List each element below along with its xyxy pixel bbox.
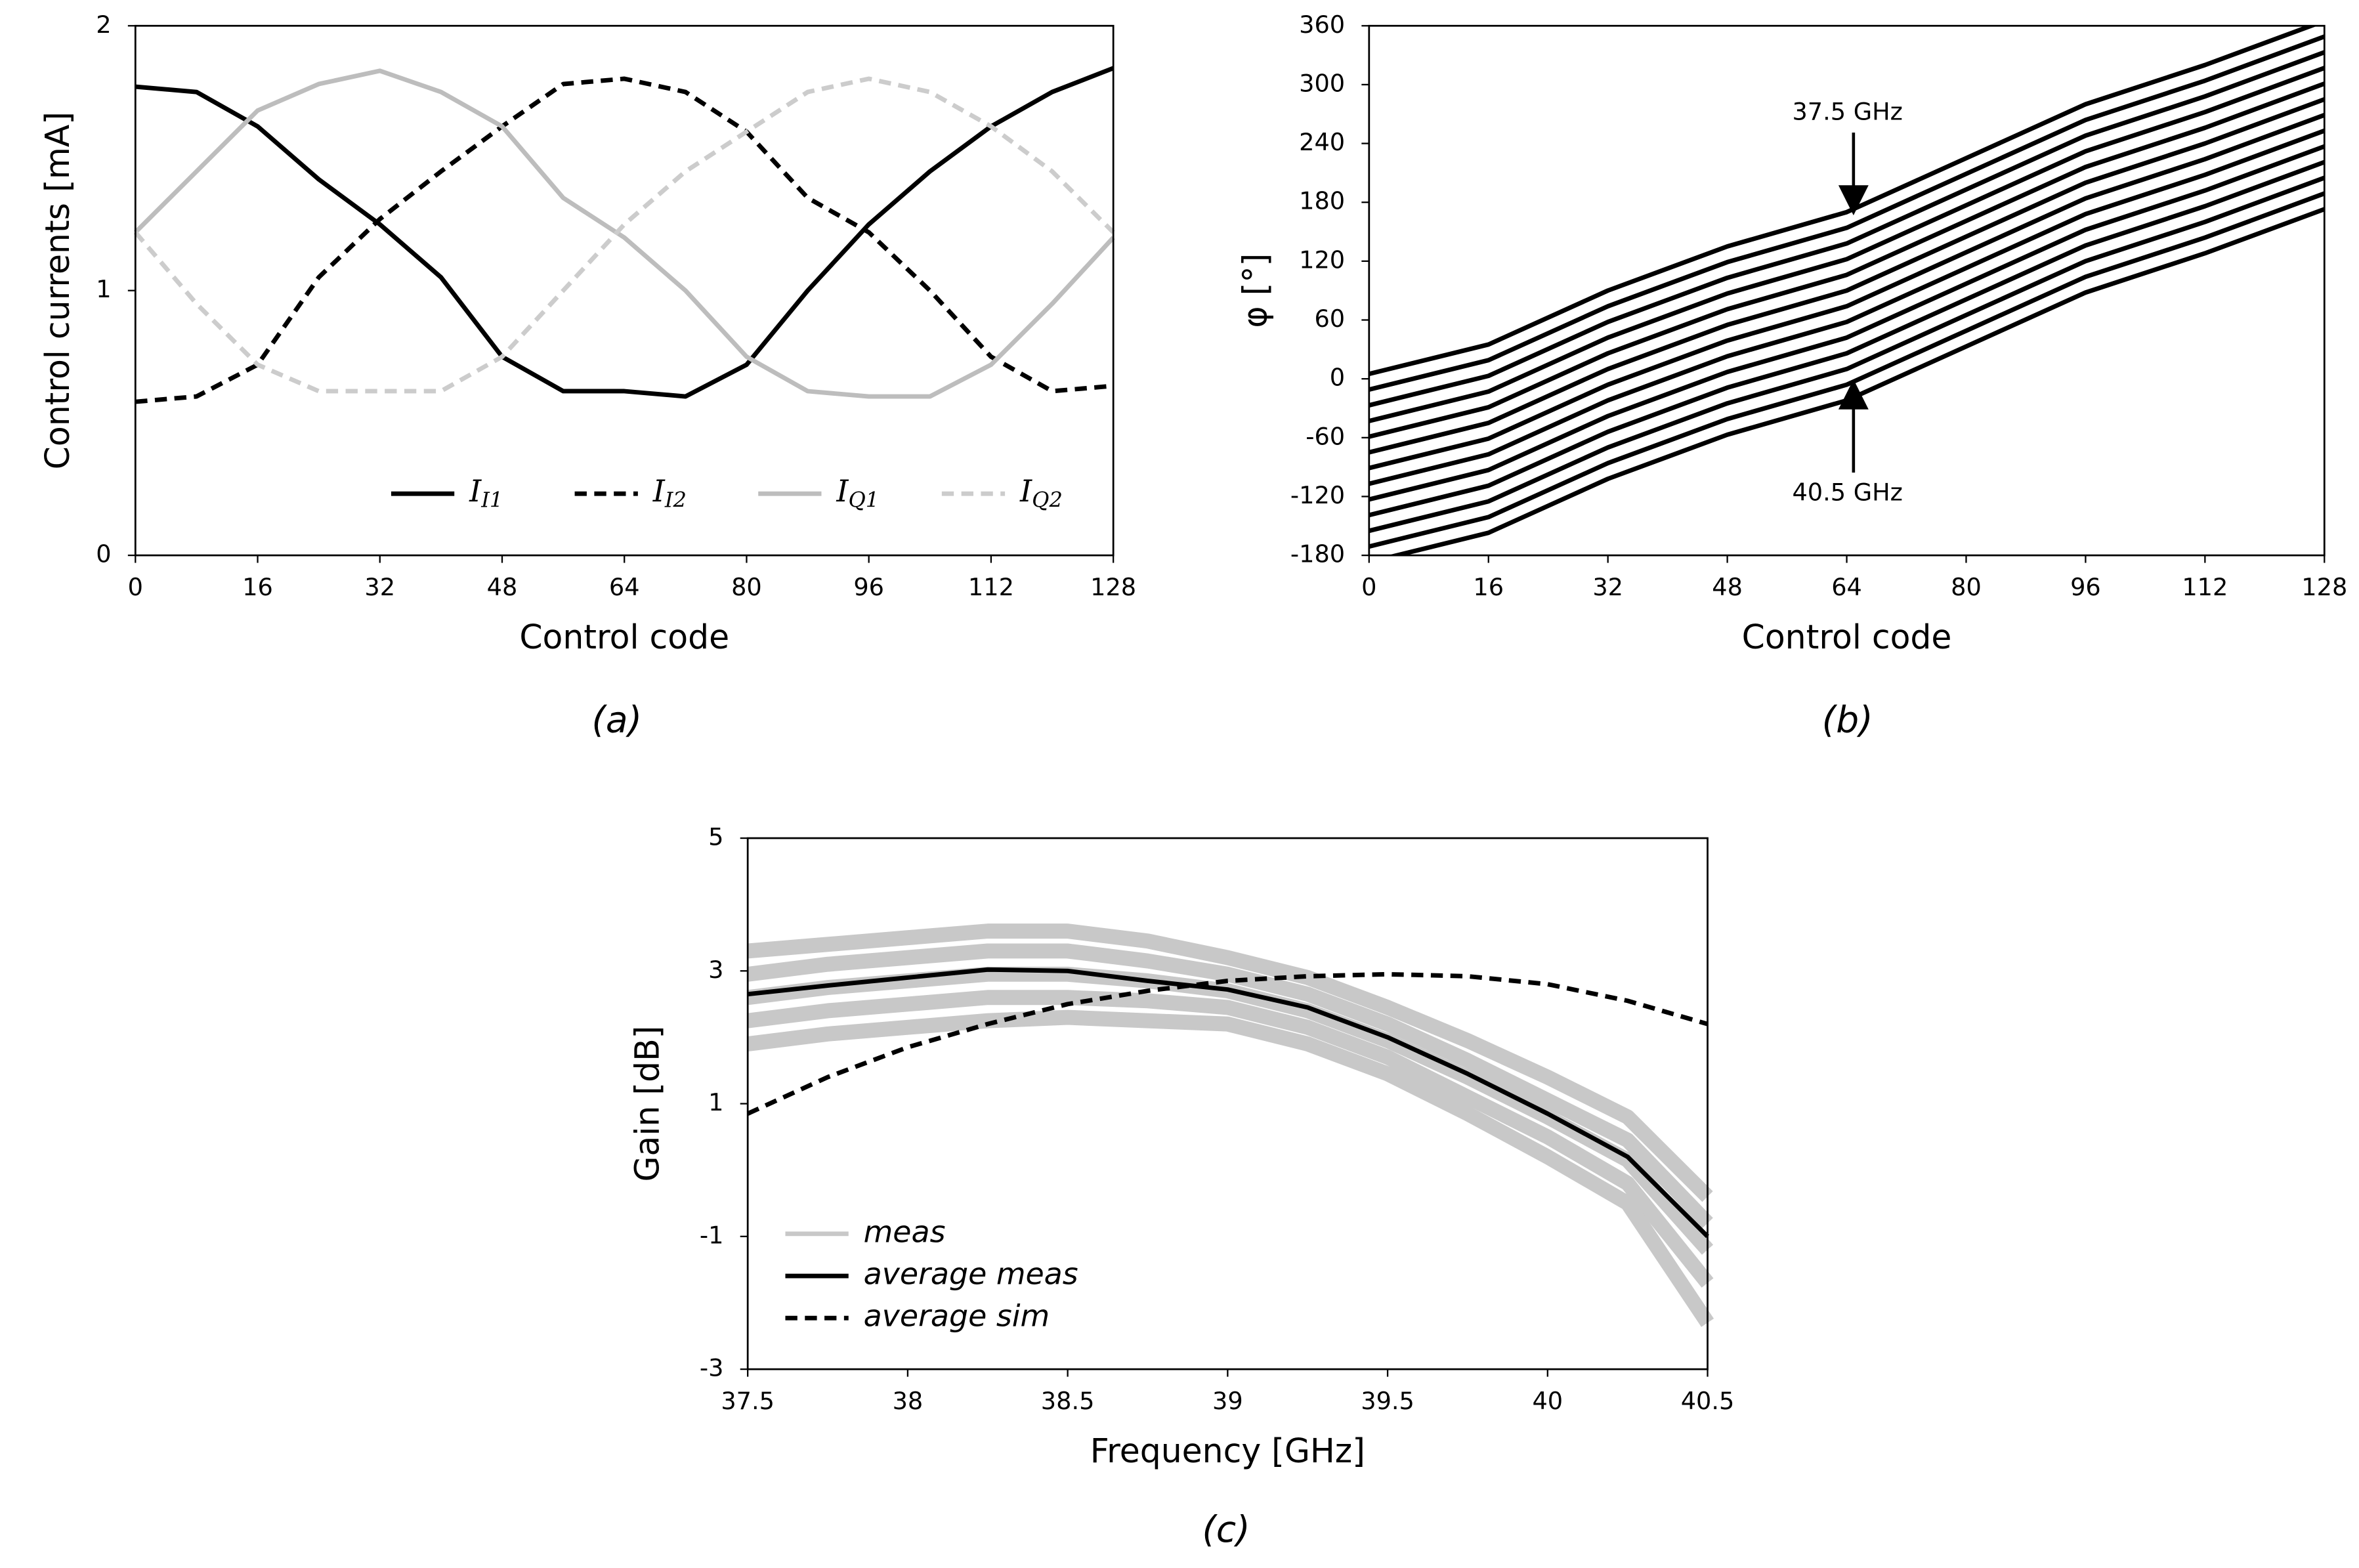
x-tick-label: 48 xyxy=(1712,573,1743,601)
data-line xyxy=(1369,97,2325,455)
y-tick-label: -180 xyxy=(1290,540,1345,568)
data-line xyxy=(1369,113,2325,471)
y-tick-label: 2 xyxy=(96,11,111,39)
data-line xyxy=(1369,50,2325,408)
x-tick-label: 37.5 xyxy=(721,1387,775,1415)
data-line xyxy=(135,76,1114,404)
legend-label: average meas xyxy=(864,1256,1078,1292)
x-tick-label: 16 xyxy=(242,573,273,601)
x-tick-label: 128 xyxy=(2301,573,2347,601)
data-line xyxy=(746,990,1714,1288)
legend-label: II1 xyxy=(469,473,503,512)
data-line xyxy=(746,943,1713,1229)
legend-label: average sim xyxy=(864,1298,1050,1334)
data-line xyxy=(747,967,1709,1239)
legend-label: IQ1 xyxy=(836,473,879,512)
data-line xyxy=(1369,128,2325,486)
y-axis-label: Gain [dB] xyxy=(628,1026,667,1182)
data-line xyxy=(133,76,1115,394)
y-tick-label: 360 xyxy=(1299,11,1345,39)
y-tick-label: 0 xyxy=(96,540,111,568)
y-tick-label: 180 xyxy=(1299,187,1345,215)
y-tick-label: 120 xyxy=(1299,245,1345,274)
data-line xyxy=(1369,81,2325,439)
caption: (a) xyxy=(591,699,642,741)
x-tick-label: 64 xyxy=(609,573,640,601)
y-tick-label: 0 xyxy=(1330,364,1345,392)
y-tick-label: 5 xyxy=(708,823,723,851)
y-tick-label: 1 xyxy=(708,1088,723,1116)
caption: (b) xyxy=(1822,699,1873,741)
x-tick-label: 96 xyxy=(2070,573,2101,601)
legend-label: II2 xyxy=(652,473,687,512)
y-axis-label: Control currents [mA] xyxy=(38,112,77,469)
data-line xyxy=(133,68,1115,399)
plot-frame xyxy=(1368,24,2326,557)
x-tick-label: 0 xyxy=(1361,573,1376,601)
data-line xyxy=(135,66,1115,399)
annotation: 40.5 GHz xyxy=(1792,478,1902,507)
x-tick-label: 32 xyxy=(1592,573,1623,601)
y-tick-label: 1 xyxy=(96,275,111,303)
x-tick-label: 96 xyxy=(853,573,884,601)
data-line xyxy=(1369,175,2325,534)
plot-area xyxy=(1369,26,2325,556)
y-tick-label: 3 xyxy=(708,956,723,984)
y-tick-label: 300 xyxy=(1299,69,1345,97)
y-tick-label: 240 xyxy=(1299,128,1345,156)
x-tick-label: 112 xyxy=(2182,573,2228,601)
x-tick-label: 39 xyxy=(1212,1387,1243,1415)
x-tick-label: 80 xyxy=(731,573,762,601)
plot-frame xyxy=(746,837,1709,1370)
y-tick-label: -1 xyxy=(700,1221,724,1249)
x-axis-label: Control code xyxy=(1742,618,1952,656)
plot-frame xyxy=(134,24,1115,557)
x-tick-label: 40.5 xyxy=(1681,1387,1735,1415)
data-line xyxy=(746,971,1709,1116)
y-tick-label: -60 xyxy=(1306,422,1345,450)
annotation: 37.5 GHz xyxy=(1792,98,1902,126)
data-line xyxy=(746,1009,1714,1327)
x-tick-label: 32 xyxy=(364,573,395,601)
x-tick-label: 40 xyxy=(1532,1387,1563,1415)
x-tick-label: 38 xyxy=(893,1387,924,1415)
y-tick-label: 60 xyxy=(1314,305,1345,333)
x-tick-label: 112 xyxy=(968,573,1014,601)
legend-label: IQ2 xyxy=(1019,473,1063,512)
data-line xyxy=(1369,66,2325,423)
data-line xyxy=(1369,159,2325,518)
plot-area xyxy=(746,923,1714,1327)
x-tick-label: 39.5 xyxy=(1361,1387,1414,1415)
plot-area xyxy=(133,66,1115,404)
x-tick-label: 38.5 xyxy=(1041,1387,1095,1415)
x-tick-label: 48 xyxy=(487,573,518,601)
x-tick-label: 16 xyxy=(1473,573,1504,601)
x-tick-label: 80 xyxy=(1951,573,1982,601)
x-tick-label: 64 xyxy=(1831,573,1862,601)
y-tick-label: -120 xyxy=(1290,481,1345,509)
caption: (c) xyxy=(1202,1508,1250,1550)
x-tick-label: 128 xyxy=(1090,573,1136,601)
data-line xyxy=(747,923,1713,1202)
x-axis-label: Control code xyxy=(519,618,729,656)
y-axis-label: φ [°] xyxy=(1236,253,1275,328)
data-line xyxy=(1369,144,2325,502)
legend-label: meas xyxy=(864,1214,946,1249)
y-tick-label: -3 xyxy=(700,1354,724,1382)
data-line xyxy=(1369,34,2325,392)
x-axis-label: Frequency [GHz] xyxy=(1090,1431,1365,1470)
x-tick-label: 0 xyxy=(128,573,143,601)
